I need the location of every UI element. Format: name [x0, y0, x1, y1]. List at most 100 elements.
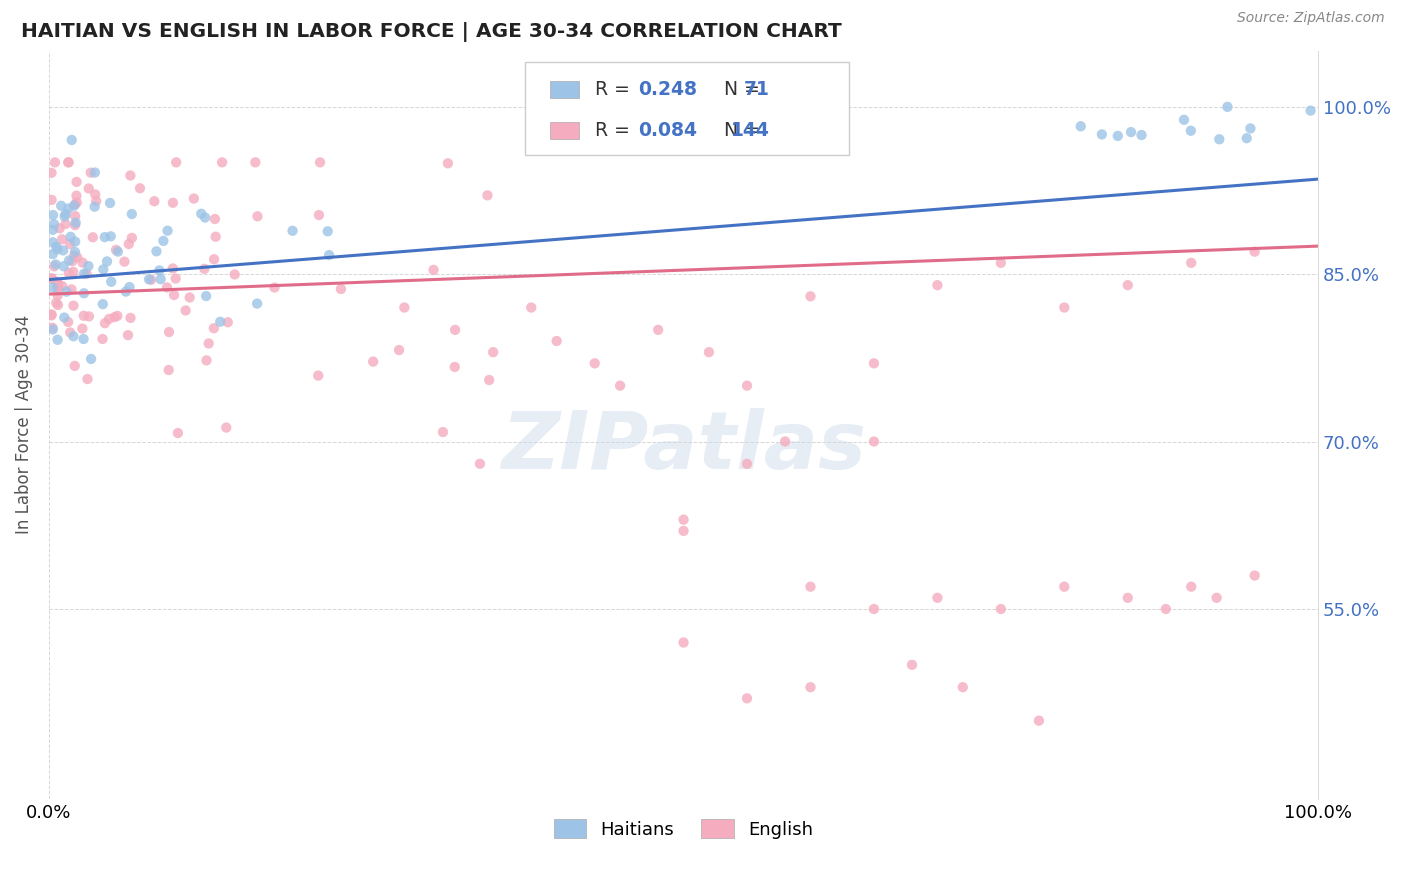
Point — [51, 279, 73, 293]
Point — [863, 434, 886, 449]
Point — [1243, 568, 1265, 582]
Point — [361, 354, 384, 368]
Point — [148, 263, 170, 277]
Point — [394, 301, 416, 315]
Point — [773, 434, 796, 449]
Point — [1236, 131, 1258, 145]
Point — [94, 230, 117, 244]
Point — [165, 271, 187, 285]
Point — [121, 231, 143, 245]
Point — [42, 280, 65, 294]
Point — [1028, 714, 1050, 728]
Point — [309, 155, 332, 169]
Point — [209, 315, 232, 329]
Point — [60, 133, 83, 147]
Point — [46, 277, 69, 291]
Point — [41, 166, 63, 180]
Point — [46, 276, 69, 290]
Point — [76, 372, 98, 386]
Point — [316, 224, 339, 238]
Point — [1130, 128, 1153, 142]
Point — [51, 199, 73, 213]
Point — [477, 188, 499, 202]
Point — [149, 272, 172, 286]
Point — [190, 207, 212, 221]
Point — [1154, 602, 1177, 616]
Point — [58, 202, 80, 216]
Point — [863, 356, 886, 370]
Point — [388, 343, 411, 357]
Point — [245, 155, 267, 169]
Text: N =: N = — [724, 120, 766, 140]
Point — [77, 181, 100, 195]
Point — [1053, 301, 1076, 315]
Point — [42, 235, 65, 250]
Point — [100, 275, 122, 289]
Point — [107, 244, 129, 259]
Point — [927, 278, 949, 293]
Point — [202, 252, 225, 267]
Point — [63, 359, 86, 373]
Point — [1116, 591, 1139, 605]
Point — [183, 192, 205, 206]
Point — [63, 235, 86, 249]
Point — [799, 289, 821, 303]
Text: HAITIAN VS ENGLISH IN LABOR FORCE | AGE 30-34 CORRELATION CHART: HAITIAN VS ENGLISH IN LABOR FORCE | AGE … — [21, 22, 842, 42]
Point — [193, 261, 215, 276]
Point — [143, 194, 166, 209]
Point — [263, 280, 285, 294]
Point — [482, 345, 505, 359]
Text: R =: R = — [595, 80, 636, 99]
Point — [167, 425, 190, 440]
Point — [77, 310, 100, 324]
Point — [104, 243, 127, 257]
Point — [246, 209, 269, 223]
Point — [60, 282, 83, 296]
Point — [211, 155, 233, 169]
Point — [100, 229, 122, 244]
Point — [98, 196, 121, 211]
Point — [41, 320, 63, 334]
Point — [1180, 124, 1202, 138]
Point — [162, 261, 184, 276]
Point — [1070, 120, 1092, 134]
Legend: Haitians, English: Haitians, English — [547, 812, 821, 846]
Point — [120, 310, 142, 325]
Text: Source: ZipAtlas.com: Source: ZipAtlas.com — [1237, 11, 1385, 25]
Point — [202, 321, 225, 335]
Point — [138, 272, 160, 286]
Point — [1243, 244, 1265, 259]
Point — [41, 309, 63, 323]
Point — [41, 271, 63, 285]
Point — [990, 256, 1012, 270]
Point — [66, 250, 89, 264]
Point — [58, 253, 80, 268]
Point — [80, 351, 103, 366]
Point — [72, 255, 94, 269]
Point — [77, 259, 100, 273]
Point — [42, 322, 65, 336]
Point — [318, 248, 340, 262]
Point — [76, 267, 98, 281]
Point — [1239, 121, 1261, 136]
Point — [63, 197, 86, 211]
Point — [141, 273, 163, 287]
Point — [217, 315, 239, 329]
Point — [1119, 125, 1142, 139]
Point — [444, 323, 467, 337]
Point — [1299, 103, 1322, 118]
Point — [1180, 580, 1202, 594]
Point — [901, 657, 924, 672]
Point — [72, 332, 94, 346]
Point — [62, 329, 84, 343]
Point — [437, 156, 460, 170]
Point — [224, 268, 246, 282]
Point — [609, 378, 631, 392]
Point — [55, 207, 77, 221]
Point — [443, 359, 465, 374]
Point — [197, 336, 219, 351]
Point — [84, 194, 107, 208]
Point — [41, 193, 63, 207]
Point — [115, 285, 138, 299]
Point — [195, 353, 218, 368]
